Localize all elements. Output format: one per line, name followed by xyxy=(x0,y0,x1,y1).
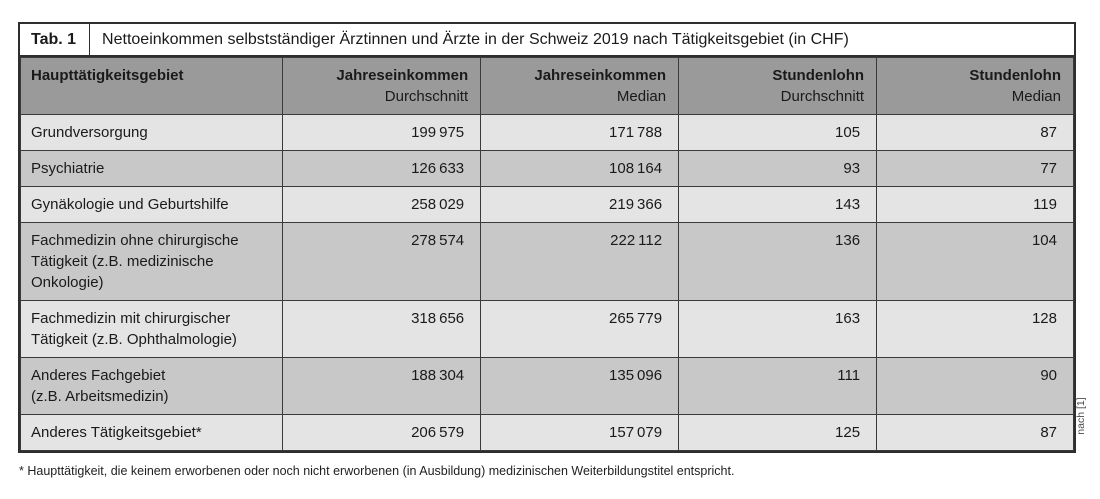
footnote: * Haupttätigkeit, die keinem erworbenen … xyxy=(19,464,735,478)
value-cell: 188 304 xyxy=(282,357,482,415)
value-cell: 90 xyxy=(876,357,1074,415)
value-cell: 143 xyxy=(678,186,878,223)
table-row: Grundversorgung 199 975 171 788 105 87 xyxy=(19,114,1074,151)
column-title: Haupttätigkeitsgebiet xyxy=(31,67,184,84)
column-title: Stundenlohn xyxy=(969,67,1061,84)
value-cell: 171 788 xyxy=(480,114,680,151)
value-cell: 136 xyxy=(678,222,878,301)
value-cell: 87 xyxy=(876,114,1074,151)
column-subtitle: Median xyxy=(1011,88,1061,105)
value-cell: 126 633 xyxy=(282,150,482,187)
header-cell-hourly-avg: Stundenlohn Durchschnitt xyxy=(678,57,878,115)
table-title: Nettoeinkommen selbstständiger Ärztinnen… xyxy=(102,31,849,48)
value-cell: 219 366 xyxy=(480,186,680,223)
row-label-cell: Psychiatrie xyxy=(19,150,284,187)
header-row: Haupttätigkeitsgebiet Jahreseinkommen Du… xyxy=(19,57,1074,115)
column-title: Jahreseinkommen xyxy=(534,67,667,84)
value-cell: 206 579 xyxy=(282,414,482,451)
value-cell: 163 xyxy=(678,300,878,358)
column-title: Stundenlohn xyxy=(772,67,865,84)
table-row: Gynäkologie und Geburtshilfe 258 029 219… xyxy=(19,186,1074,223)
row-label-cell: Anderes Tätigkeitsgebiet* xyxy=(19,414,284,451)
row-label-cell: Grundversorgung xyxy=(19,114,284,151)
value-cell: 157 079 xyxy=(480,414,680,451)
row-label-cell: Gynäkologie und Geburtshilfe xyxy=(19,186,284,223)
value-cell: 265 779 xyxy=(480,300,680,358)
value-cell: 135 096 xyxy=(480,357,680,415)
value-cell: 128 xyxy=(876,300,1074,358)
value-cell: 105 xyxy=(678,114,878,151)
value-cell: 119 xyxy=(876,186,1074,223)
value-cell: 87 xyxy=(876,414,1074,451)
table-figure: Tab. 1 Nettoeinkommen selbstständiger Är… xyxy=(18,22,1087,453)
header-cell-annual-median: Jahreseinkommen Median xyxy=(480,57,680,115)
table-row: Fachmedizin mit chirurgischer Tätigkeit … xyxy=(19,300,1074,358)
value-cell: 93 xyxy=(678,150,878,187)
value-cell: 125 xyxy=(678,414,878,451)
header-cell-annual-avg: Jahreseinkommen Durchschnitt xyxy=(282,57,482,115)
value-cell: 222 112 xyxy=(480,222,680,301)
value-cell: 258 029 xyxy=(282,186,482,223)
value-cell: 77 xyxy=(876,150,1074,187)
table-row: Anderes Fachgebiet (z.B. Arbeitsmedizin)… xyxy=(19,357,1074,415)
row-label-cell: Anderes Fachgebiet (z.B. Arbeitsmedizin) xyxy=(19,357,284,415)
table-row: Anderes Tätigkeitsgebiet* 206 579 157 07… xyxy=(19,414,1074,451)
column-subtitle: Durchschnitt xyxy=(384,88,469,105)
header-cell-hourly-median: Stundenlohn Median xyxy=(876,57,1074,115)
table-row: Fachmedizin ohne chirurgische Tätigkeit … xyxy=(19,222,1074,301)
value-cell: 318 656 xyxy=(282,300,482,358)
column-subtitle: Median xyxy=(616,88,667,105)
value-cell: 278 574 xyxy=(282,222,482,301)
row-label-cell: Fachmedizin ohne chirurgische Tätigkeit … xyxy=(19,222,284,301)
value-cell: 199 975 xyxy=(282,114,482,151)
table-row: Psychiatrie 126 633 108 164 93 77 xyxy=(19,150,1074,187)
row-label-cell: Fachmedizin mit chirurgischer Tätigkeit … xyxy=(19,300,284,358)
table-number-label: Tab. 1 xyxy=(20,24,91,55)
source-citation: nach [1] xyxy=(1075,397,1087,435)
income-table: Haupttätigkeitsgebiet Jahreseinkommen Du… xyxy=(19,57,1074,451)
table-title-bar: Tab. 1 Nettoeinkommen selbstständiger Är… xyxy=(20,24,1074,57)
column-title: Jahreseinkommen xyxy=(336,67,469,84)
column-subtitle: Durchschnitt xyxy=(780,88,865,105)
value-cell: 104 xyxy=(876,222,1074,301)
value-cell: 108 164 xyxy=(480,150,680,187)
header-cell-activity: Haupttätigkeitsgebiet xyxy=(19,57,284,115)
value-cell: 111 xyxy=(678,357,878,415)
